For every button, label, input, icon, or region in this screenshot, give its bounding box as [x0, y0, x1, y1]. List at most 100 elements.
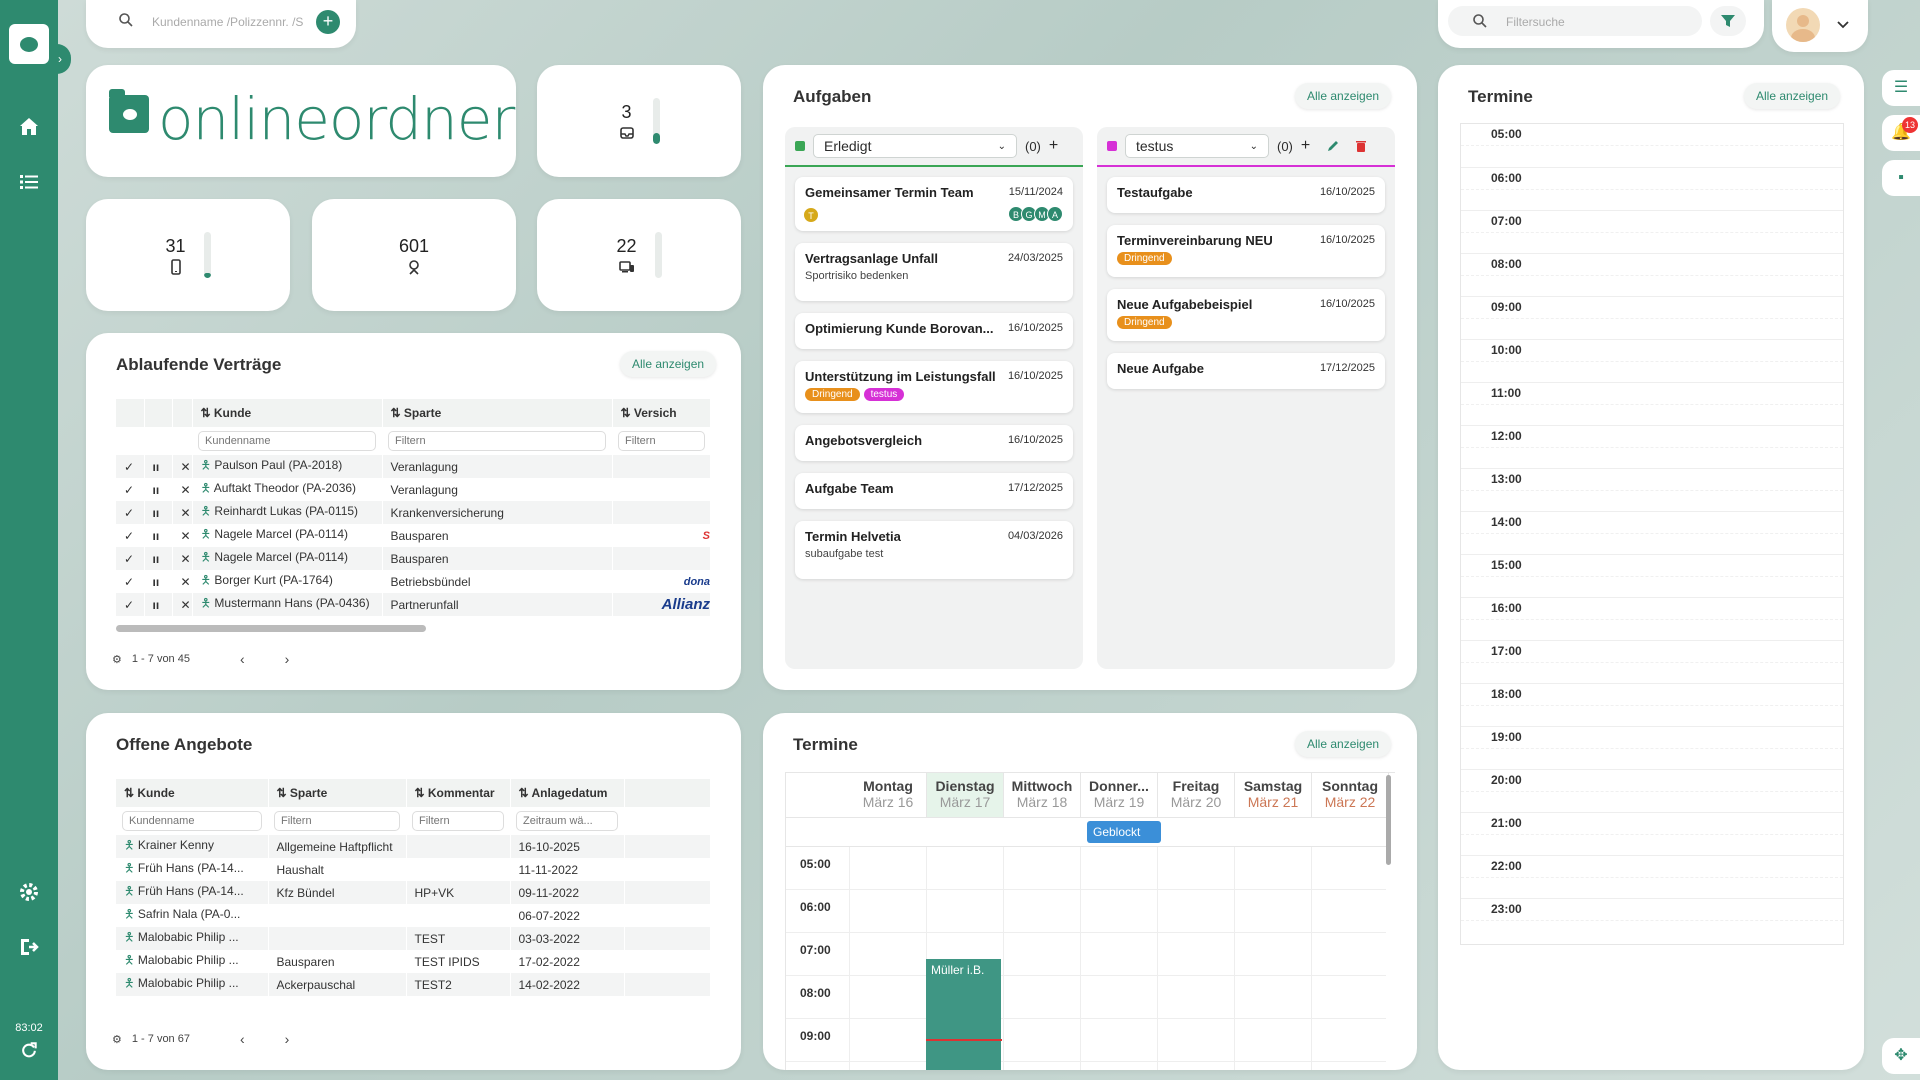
table-row[interactable]: 🯅 Früh Hans (PA-14... Kfz Bündel HP+VK 0… [116, 881, 711, 904]
column-header-kunde[interactable]: ⇅ Kunde [192, 399, 383, 427]
time-slot[interactable]: 22:00 [1461, 855, 1843, 898]
time-slot[interactable]: 11:00 [1461, 382, 1843, 425]
day-header[interactable]: Sonntag März 22 [1312, 773, 1389, 817]
time-slot[interactable]: 23:00 [1461, 898, 1843, 941]
day-header[interactable]: Samstag März 21 [1235, 773, 1312, 817]
filter-kunde-input[interactable] [122, 811, 262, 831]
trash-icon[interactable] [1354, 139, 1368, 153]
day-header[interactable]: Dienstag März 17 [927, 773, 1004, 817]
time-slot[interactable]: 09:00 [786, 1019, 1386, 1062]
time-slot[interactable]: 07:00 [786, 933, 1386, 976]
show-all-button[interactable]: Alle anzeigen [1295, 83, 1392, 109]
refresh-icon[interactable] [19, 1040, 39, 1060]
filter-kommentar-input[interactable] [412, 811, 504, 831]
next-page-button[interactable]: › [284, 651, 290, 667]
approve-icon[interactable]: ✓ [116, 478, 145, 501]
column-header-kunde[interactable]: ⇅ Kunde [116, 779, 269, 807]
time-slot[interactable]: 19:00 [1461, 726, 1843, 769]
horizontal-scrollbar[interactable] [116, 625, 426, 632]
add-button[interactable]: + [316, 10, 340, 34]
table-row[interactable]: 🯅 Malobabic Philip ... TEST 03-03-2022 [116, 927, 711, 950]
table-row[interactable]: 🯅 Malobabic Philip ... Bausparen TEST IP… [116, 950, 711, 973]
time-slot[interactable]: 10:00 [1461, 339, 1843, 382]
approve-icon[interactable]: ✓ [116, 570, 145, 593]
profile-menu[interactable] [1772, 0, 1868, 52]
close-icon[interactable]: ✕ [172, 478, 193, 501]
time-slot[interactable]: 08:00 [1461, 253, 1843, 296]
task-card[interactable]: Termin Helvetia 04/03/2026 subaufgabe test [795, 521, 1073, 579]
pause-icon[interactable]: ıı [144, 593, 173, 616]
pause-icon[interactable]: ıı [144, 570, 173, 593]
close-icon[interactable]: ✕ [172, 501, 193, 524]
home-icon[interactable] [17, 115, 41, 139]
approve-icon[interactable]: ✓ [116, 524, 145, 547]
stat-card-devices[interactable]: 22 [537, 199, 741, 311]
avatar[interactable] [1786, 8, 1820, 42]
time-slot[interactable]: 18:00 [1461, 683, 1843, 726]
filter-input-box[interactable]: Filtersuche [1448, 6, 1702, 36]
task-card[interactable]: Neue Aufgabebeispiel 16/10/2025 Dringend [1107, 289, 1385, 341]
column-select[interactable]: Erledigt ⌄ [813, 134, 1017, 158]
search-input[interactable]: Kundenname /Polizzennr. /S [152, 15, 304, 29]
pause-icon[interactable]: ıı [144, 478, 173, 501]
settings-icon[interactable]: ⚙ [112, 1033, 122, 1046]
prev-page-button[interactable]: ‹ [239, 1031, 245, 1047]
stat-card-inbox[interactable]: 3 [537, 65, 741, 177]
time-slot[interactable]: 05:00 [786, 847, 1386, 890]
table-row[interactable]: ✓ ıı ✕ 🯅 Mustermann Hans (PA-0436) Partner… [116, 593, 711, 616]
pause-icon[interactable]: ıı [144, 455, 173, 478]
approve-icon[interactable]: ✓ [116, 593, 145, 616]
day-header[interactable]: Donner... März 19 [1081, 773, 1158, 817]
table-row[interactable]: ✓ ıı ✕ 🯅 Nagele Marcel (PA-0114) Bausparen… [116, 524, 711, 547]
task-card[interactable]: Testaufgabe 16/10/2025 [1107, 177, 1385, 213]
day-header[interactable]: Montag März 16 [850, 773, 927, 817]
table-row[interactable]: 🯅 Malobabic Philip ... Ackerpauschal TES… [116, 973, 711, 996]
time-slot[interactable]: 05:00 [1461, 124, 1843, 167]
approve-icon[interactable]: ✓ [116, 501, 145, 524]
table-row[interactable]: 🯅 Krainer Kenny Allgemeine Haftpflicht 1… [116, 835, 711, 858]
logout-icon[interactable] [17, 935, 41, 959]
table-row[interactable]: ✓ ıı ✕ 🯅 Auftakt Theodor (PA-2036) Veranla… [116, 478, 711, 501]
time-slot[interactable]: 08:00 [786, 976, 1386, 1019]
column-header-versicherer[interactable]: ⇅ Versich [612, 399, 711, 427]
column-header-sparte[interactable]: ⇅ Sparte [382, 399, 613, 427]
pause-icon[interactable]: ıı [144, 547, 173, 570]
filter-sparte-input[interactable] [274, 811, 400, 831]
stat-card-users[interactable]: 601 [312, 199, 516, 311]
stat-card-phone[interactable]: 31 [86, 199, 290, 311]
filter-versicherer-input[interactable] [618, 431, 705, 451]
time-slot[interactable]: 15:00 [1461, 554, 1843, 597]
vertical-scrollbar[interactable] [1386, 775, 1391, 865]
column-header-sparte[interactable]: ⇅ Sparte [268, 779, 407, 807]
task-card[interactable]: Vertragsanlage Unfall 24/03/2025 Sportrisi… [795, 243, 1073, 301]
assignee-avatar[interactable]: A [1047, 206, 1063, 222]
filter-input[interactable]: Filtersuche [1506, 15, 1565, 29]
show-all-button[interactable]: Alle anzeigen [1744, 83, 1841, 109]
time-slot[interactable]: 20:00 [1461, 769, 1843, 812]
close-icon[interactable]: ✕ [172, 570, 193, 593]
time-slot[interactable]: 06:00 [1461, 167, 1843, 210]
next-page-button[interactable]: › [284, 1031, 290, 1047]
edit-icon[interactable] [1326, 139, 1340, 153]
column-header-kommentar[interactable]: ⇅ Kommentar [406, 779, 511, 807]
task-card[interactable]: Aufgabe Team 17/12/2025 [795, 473, 1073, 509]
close-icon[interactable]: ✕ [172, 547, 193, 570]
close-icon[interactable]: ✕ [172, 524, 193, 547]
move-button[interactable]: ✥ [1882, 1038, 1920, 1074]
add-task-button[interactable]: + [1300, 137, 1311, 154]
list-icon[interactable] [17, 170, 41, 194]
chevron-down-icon[interactable] [1836, 18, 1850, 32]
close-icon[interactable]: ✕ [172, 593, 193, 616]
calendar-event[interactable]: Müller i.B. [926, 959, 1001, 1070]
time-slot[interactable]: 13:00 [1461, 468, 1843, 511]
table-row[interactable]: ✓ ıı ✕ 🯅 Nagele Marcel (PA-0114) Bausparen [116, 547, 711, 570]
task-card[interactable]: Gemeinsamer Termin Team 15/11/2024 T B G M A [795, 177, 1073, 231]
filter-date-input[interactable] [516, 811, 618, 831]
blocked-event[interactable]: Geblockt [1087, 821, 1161, 843]
table-row[interactable]: ✓ ıı ✕ 🯅 Borger Kurt (PA-1764) Betriebsbün… [116, 570, 711, 593]
approve-icon[interactable]: ✓ [116, 547, 145, 570]
checklist-button[interactable]: ☰ [1882, 70, 1920, 106]
table-row[interactable]: 🯅 Safrin Nala (PA-0... 06-07-2022 [116, 904, 711, 927]
show-all-button[interactable]: Alle anzeigen [620, 351, 717, 377]
day-header[interactable]: Freitag März 20 [1158, 773, 1235, 817]
